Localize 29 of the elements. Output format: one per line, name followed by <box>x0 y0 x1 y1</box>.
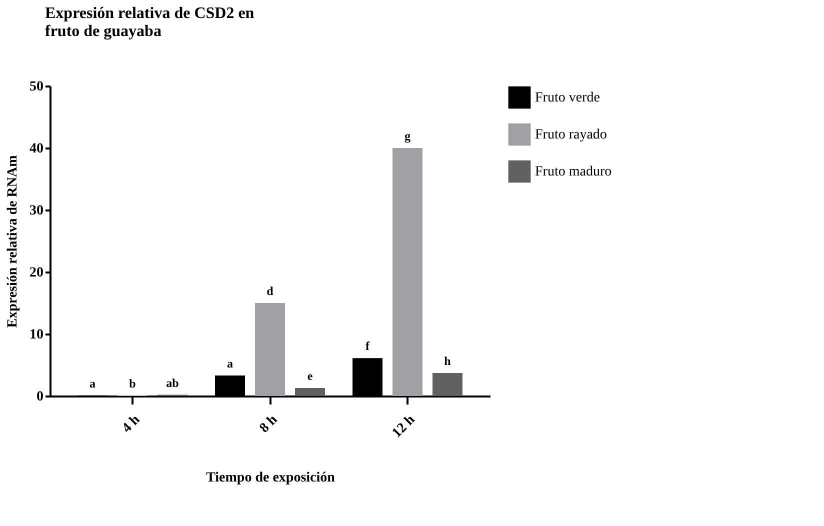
data-label: d <box>266 284 274 298</box>
data-label: h <box>444 354 452 368</box>
y-tick-label: 10 <box>30 328 44 342</box>
legend-label: Fruto rayado <box>535 128 607 142</box>
data-label: a <box>227 356 233 371</box>
data-label: f <box>366 339 370 354</box>
legend-label: Fruto maduro <box>535 164 612 180</box>
data-label: b <box>129 376 136 390</box>
text: Expresión relativa de CSD2 en <box>45 5 254 22</box>
data-label: a <box>90 376 96 390</box>
x-tick-label: 4 h <box>120 412 144 436</box>
x-tick-label: 12 h <box>390 412 418 441</box>
y-axis-title: Expresión relativa de RNAm <box>6 154 20 328</box>
x-axis-title: Tiempo de exposición <box>206 470 336 486</box>
y-tick-label: 20 <box>30 266 44 280</box>
y-tick-label: 40 <box>30 142 44 156</box>
text: fruto de guayaba <box>45 23 162 40</box>
y-tick-label: 50 <box>30 80 44 94</box>
y-tick-label: 30 <box>30 204 44 218</box>
bar <box>432 373 462 396</box>
data-label: e <box>307 368 314 383</box>
bar <box>392 148 422 396</box>
bar <box>255 303 285 396</box>
y-tick-label: 0 <box>36 390 44 404</box>
bar <box>295 388 325 396</box>
x-tick-label: 8 h <box>257 412 281 436</box>
legend-label: Fruto verde <box>535 90 600 106</box>
data-label: ab <box>166 376 180 390</box>
data-label: g <box>404 129 410 143</box>
